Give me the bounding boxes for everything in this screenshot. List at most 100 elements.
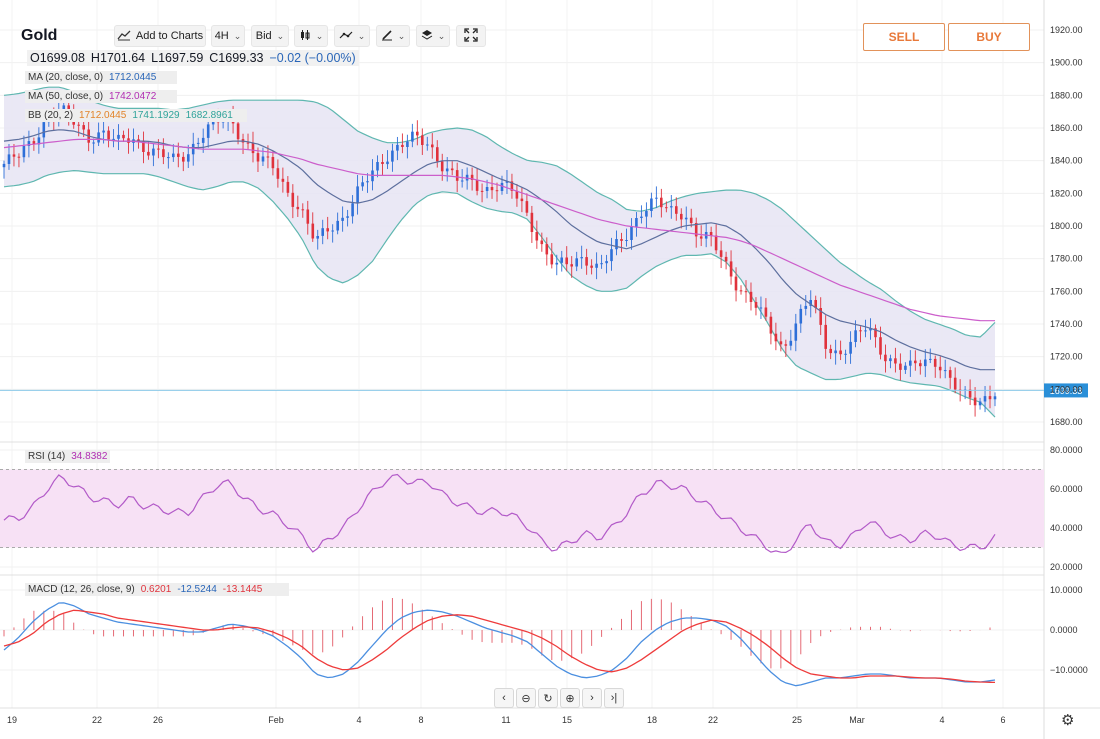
time-tick-label: 15 [562, 715, 572, 725]
last-price-tag [1044, 383, 1088, 398]
candle-body [824, 324, 827, 349]
candle-body [122, 134, 125, 139]
reset-icon[interactable]: ↻ [538, 688, 558, 708]
candle-body [670, 206, 673, 208]
zoom-in-icon[interactable]: ⊕ [560, 688, 580, 708]
candle-body [436, 147, 439, 162]
chevron-down-icon: ⌄ [276, 30, 285, 41]
bollinger-band-fill [3, 86, 996, 418]
candle-body [550, 254, 554, 265]
layers-icon [421, 29, 433, 44]
candle-body [864, 330, 867, 332]
bollinger-legend[interactable]: BB (20, 2) 1712.0445 1741.1929 1682.8961 [25, 109, 247, 122]
candle-body [889, 358, 892, 362]
add-to-charts-button[interactable]: Add to Charts [114, 25, 206, 47]
change-value: −0.02 (−0.00%) [269, 51, 356, 65]
scroll-left-icon[interactable]: ‹ [494, 688, 514, 708]
candle-body [256, 153, 260, 162]
candle-body [879, 337, 882, 355]
candle-body [445, 168, 449, 172]
candle-body [107, 130, 110, 140]
candle-body [953, 377, 957, 390]
scroll-to-end-icon[interactable]: ›| [604, 688, 624, 708]
bollinger-lower-line [3, 169, 996, 418]
time-tick-label: 26 [153, 715, 163, 725]
candle-body [261, 156, 265, 162]
candle-body [147, 151, 150, 156]
time-tick-label: 25 [792, 715, 802, 725]
candle-body [12, 154, 16, 157]
ma50-line [3, 138, 995, 322]
candle-body [182, 156, 185, 162]
indicators-button[interactable]: ⌄ [334, 25, 370, 47]
candle-body [515, 190, 519, 199]
candle-body [251, 142, 255, 154]
sell-button[interactable]: SELL [863, 23, 945, 51]
fullscreen-button[interactable] [456, 25, 486, 47]
chevron-down-icon: ⌄ [397, 30, 406, 41]
price-tick-label: 1840.00 [1050, 156, 1083, 166]
candle-body [665, 207, 668, 209]
price-tick-label: 1700.00 [1050, 384, 1083, 394]
candle-body [391, 150, 394, 162]
candle-body [874, 328, 877, 338]
candle-body [630, 226, 633, 240]
candle-body [894, 358, 897, 364]
candle-body [525, 201, 529, 213]
candle-body [301, 209, 305, 211]
time-tick-label: 4 [356, 715, 361, 725]
rsi-label: RSI (14) [28, 451, 66, 462]
macd-label: MACD (12, 26, close, 9) [28, 584, 135, 595]
candle-body [859, 330, 862, 332]
candle-body [779, 341, 783, 345]
candle-body [32, 141, 36, 145]
bollinger-fill-area [4, 87, 995, 418]
close-value: C1699.33 [209, 51, 264, 65]
candle-body [286, 181, 290, 193]
ma20-legend[interactable]: MA (20, close, 0) 1712.0445 [25, 71, 177, 84]
rsi-legend[interactable]: RSI (14) 34.8382 [25, 450, 111, 463]
bb-mid-value: 1712.0445 [79, 110, 127, 121]
scroll-right-icon[interactable]: › [582, 688, 602, 708]
candle-body [694, 223, 698, 237]
layers-button[interactable]: ⌄ [416, 25, 450, 47]
bb-upper-value: 1741.1929 [132, 110, 180, 121]
candle-body [675, 206, 678, 214]
rsi-line [3, 473, 996, 554]
time-tick-label: 6 [1000, 715, 1005, 725]
candle-body [869, 328, 872, 331]
candle-body [177, 153, 180, 157]
fullscreen-icon [464, 27, 478, 45]
candle-body [117, 134, 120, 139]
candle-body [157, 148, 160, 150]
candle-body [620, 239, 623, 241]
zoom-out-icon[interactable]: ⊖ [516, 688, 536, 708]
price-type-dropdown[interactable]: Bid ⌄ [251, 25, 289, 47]
chart-type-button[interactable]: ⌄ [294, 25, 328, 47]
rsi-value: 34.8382 [71, 451, 108, 462]
candle-body [535, 232, 539, 241]
low-value: L1697.59 [151, 51, 204, 65]
drawing-tools-button[interactable]: ⌄ [376, 25, 410, 47]
ma50-legend[interactable]: MA (50, close, 0) 1742.0472 [25, 90, 177, 103]
candle-body [814, 300, 817, 308]
price-tick-label: 1920.00 [1050, 25, 1083, 35]
candle-body [316, 236, 319, 239]
macd-line-value: -12.5244 [177, 584, 217, 595]
candle-body [206, 124, 210, 138]
candle-body [2, 163, 6, 168]
price-type-label: Bid [255, 30, 272, 42]
candle-body [470, 174, 474, 180]
candle-body [640, 216, 643, 218]
interval-dropdown[interactable]: 4H ⌄ [211, 25, 245, 47]
buy-button[interactable]: BUY [948, 23, 1030, 51]
macd-legend[interactable]: MACD (12, 26, close, 9) 0.6201 -12.5244 … [25, 583, 289, 596]
candle-body [699, 236, 703, 239]
open-value: O1699.08 [30, 51, 85, 65]
candle-body [988, 396, 992, 400]
candle-body [321, 228, 324, 236]
candle-body [854, 330, 857, 342]
gear-icon[interactable]: ⚙ [1061, 712, 1075, 729]
macd-line [3, 602, 996, 687]
macd-signal-line [3, 609, 996, 684]
